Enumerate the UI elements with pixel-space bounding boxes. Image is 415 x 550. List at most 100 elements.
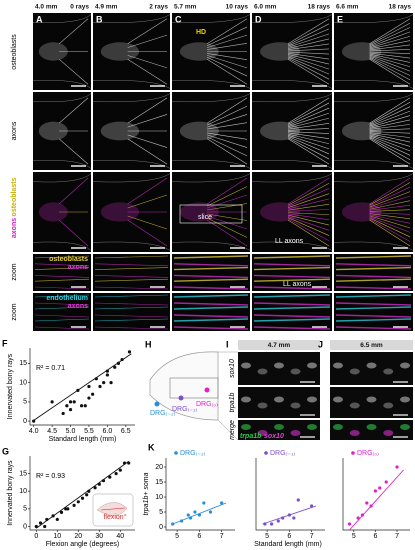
column-length: 4.7 mm	[268, 342, 291, 349]
row-label: trpa1b	[229, 392, 236, 412]
column-rays: 18 rays	[389, 4, 412, 11]
fin-ray	[369, 97, 411, 124]
image-background	[334, 254, 413, 291]
data-point	[98, 384, 102, 389]
data-point	[179, 519, 184, 523]
signal	[335, 314, 412, 318]
signal	[335, 278, 412, 282]
micrograph	[251, 172, 333, 252]
data-point	[296, 498, 300, 502]
fin-ray	[58, 177, 89, 205]
fin-ray	[369, 191, 411, 208]
fin-ray	[58, 18, 89, 45]
micrograph	[172, 254, 250, 291]
fin-ray	[369, 115, 411, 128]
fin-ray	[369, 138, 411, 165]
data-point	[373, 489, 378, 493]
axis	[342, 458, 410, 531]
fish-outline	[32, 93, 92, 169]
fin-ray	[369, 102, 411, 125]
x-axis-label: Flexion angle (degrees)	[46, 541, 120, 548]
column-rays: 2 rays	[149, 4, 168, 11]
fish-outline	[92, 173, 171, 251]
data-point	[114, 472, 118, 476]
signal	[307, 424, 317, 430]
micrograph	[333, 13, 414, 90]
x-tick-label: 6	[373, 533, 377, 540]
signal	[173, 278, 249, 282]
fin-ray	[287, 123, 330, 130]
signal	[34, 306, 90, 310]
fin-ray	[127, 18, 168, 45]
x-tick-label: 6	[287, 533, 291, 540]
fin-ray	[287, 56, 330, 75]
data-point	[68, 408, 73, 412]
fin-ray	[287, 218, 330, 242]
micrograph	[238, 420, 320, 440]
signal	[94, 318, 169, 322]
column-length: 4.0 mm	[35, 4, 58, 11]
fin-ray	[287, 134, 330, 150]
signal	[100, 42, 140, 61]
micrograph	[32, 172, 92, 252]
micrograph	[334, 293, 413, 331]
data-point	[118, 468, 122, 472]
signal	[34, 275, 90, 278]
fin-ray	[369, 212, 411, 215]
signal	[253, 326, 331, 330]
fin-ray	[369, 215, 411, 229]
image-background	[33, 293, 91, 331]
signal	[94, 326, 169, 330]
fin-ray	[369, 216, 411, 233]
micrograph	[252, 293, 332, 331]
data-point	[276, 519, 280, 523]
micrograph	[330, 387, 413, 418]
panel-label: K	[148, 442, 155, 452]
data-point	[208, 510, 213, 514]
fish-outline	[333, 93, 414, 169]
signal	[94, 302, 169, 306]
image-background	[252, 13, 332, 90]
image-background	[252, 172, 332, 252]
micrograph	[32, 92, 92, 170]
signal	[173, 326, 249, 330]
signal	[253, 266, 331, 271]
data-point	[72, 400, 76, 404]
micrograph	[92, 92, 171, 170]
fin-ray	[287, 219, 330, 247]
fin-ray	[287, 136, 330, 155]
data-point	[76, 388, 80, 392]
signal	[253, 306, 331, 310]
legend-label: DRG₍₀₎	[357, 450, 379, 457]
data-point	[109, 381, 113, 385]
y-tick-label: 10	[19, 379, 27, 386]
signal	[38, 121, 68, 141]
fin-ray	[287, 128, 330, 131]
fish-outline	[251, 173, 333, 251]
micrograph	[251, 13, 333, 90]
signal	[34, 286, 90, 290]
fin-ray	[369, 137, 411, 160]
fin-ray	[369, 52, 411, 59]
fin-ray	[206, 18, 248, 45]
fin-ray	[207, 114, 248, 128]
x-tick-label: 7	[395, 533, 399, 540]
x-tick-label: 6.5	[121, 428, 131, 435]
fin-ray	[287, 38, 330, 49]
annotation: LL axons	[283, 281, 312, 288]
signal	[38, 202, 68, 222]
data-point	[263, 522, 267, 526]
signal	[341, 121, 382, 141]
fin-ray	[369, 217, 411, 238]
data-point	[43, 524, 47, 529]
signal	[34, 314, 90, 318]
signal	[260, 42, 300, 61]
data-point	[105, 369, 109, 373]
data-point	[108, 475, 112, 479]
signal	[253, 274, 331, 279]
image-background	[172, 254, 250, 291]
fin-ray	[206, 177, 248, 205]
signal	[34, 318, 90, 322]
y-tick-label: 5	[23, 399, 27, 406]
column-length: 5.7 mm	[174, 4, 197, 11]
